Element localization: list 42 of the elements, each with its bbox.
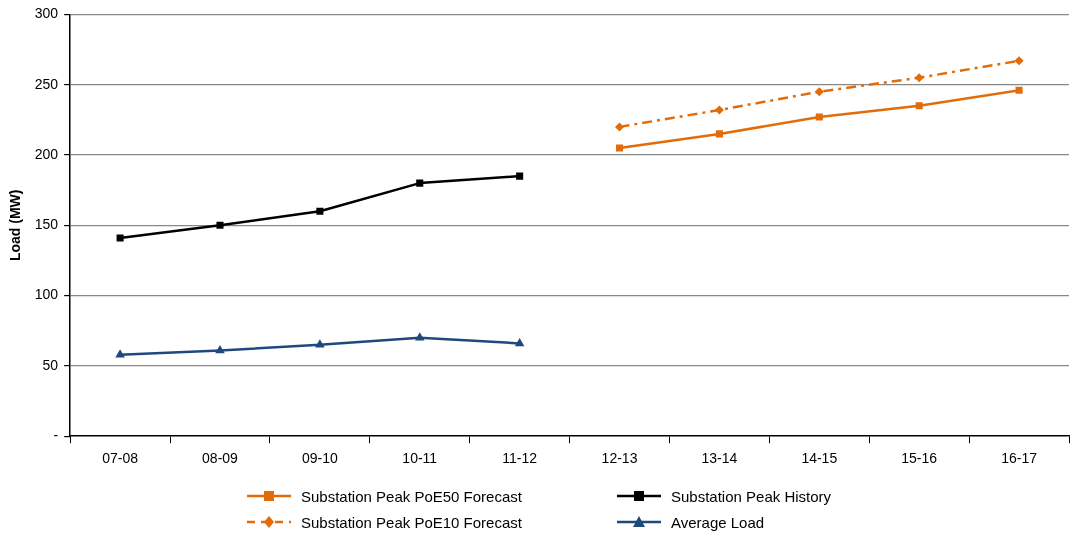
x-tick-label: 13-14 [701, 450, 738, 467]
legend-label: Substation Peak PoE50 Forecast [301, 487, 522, 505]
y-tick-label: 100 [34, 286, 59, 303]
y-tick-label: 200 [34, 145, 59, 162]
point [215, 344, 225, 354]
x-tick-label: 16-17 [1001, 450, 1038, 467]
y-tick-label: 150 [34, 216, 59, 233]
y-tick-label: 300 [34, 5, 59, 22]
point [416, 179, 424, 187]
x-tick-label: 10-11 [402, 450, 438, 467]
point [115, 349, 125, 358]
point [915, 102, 923, 110]
point [815, 113, 823, 121]
legend-label: Substation Peak History [671, 487, 832, 505]
point [1015, 86, 1023, 94]
legend-label: Substation Peak PoE10 Forecast [301, 513, 522, 531]
point [414, 332, 425, 341]
point [116, 234, 124, 242]
x-tick-label: 12-13 [601, 450, 638, 467]
y-tick-label: 250 [34, 75, 59, 92]
point [316, 207, 324, 215]
x-tick-label: 11-12 [502, 450, 538, 467]
point [715, 130, 723, 138]
point [315, 339, 325, 348]
point [615, 122, 625, 132]
point [514, 337, 525, 347]
point [814, 87, 824, 97]
x-tick-label: 09-10 [301, 450, 338, 467]
point [714, 105, 724, 115]
y-axis-title: Load (MW) [7, 189, 24, 262]
point [914, 73, 924, 83]
point [516, 172, 524, 180]
point [1014, 56, 1024, 66]
legend-label: Average Load [671, 513, 765, 531]
point [615, 144, 624, 152]
y-tick-label: - [53, 427, 59, 444]
x-tick-label: 14-15 [801, 450, 838, 467]
x-tick-label: 15-16 [901, 450, 938, 467]
y-tick-label: 50 [42, 356, 59, 373]
point [216, 221, 224, 229]
x-tick-label: 08-09 [202, 450, 239, 467]
x-tick-label: 07-08 [102, 450, 139, 467]
